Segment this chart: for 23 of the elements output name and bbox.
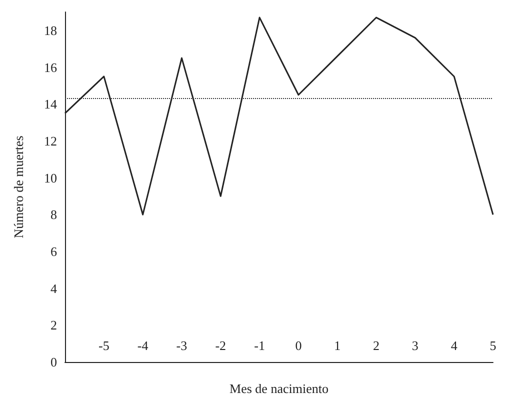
x-tick-label: 2 xyxy=(373,338,380,353)
x-tick-label: -4 xyxy=(137,338,149,353)
y-tick-label: 0 xyxy=(50,354,57,370)
x-tick-label: 0 xyxy=(295,338,302,353)
x-tick-label: -5 xyxy=(98,338,110,353)
x-tick-label: 1 xyxy=(334,338,341,353)
x-tick-label: 4 xyxy=(450,338,458,353)
x-tick-label: -1 xyxy=(254,338,265,353)
x-tick-label: -3 xyxy=(176,338,188,353)
y-tick-label: 2 xyxy=(50,318,57,333)
x-tick-label: -2 xyxy=(215,338,226,353)
y-tick-label: 18 xyxy=(44,22,57,38)
y-tick-label: 10 xyxy=(44,170,57,186)
y-axis-title: Número de muertes xyxy=(11,136,26,238)
x-axis-title: Mes de nacimiento xyxy=(230,381,328,396)
y-tick-label: 6 xyxy=(50,244,58,259)
x-tick-label: 5 xyxy=(490,338,496,353)
y-tick-label: 12 xyxy=(44,133,57,148)
y-tick-label: 14 xyxy=(44,96,58,112)
y-tick-label: 16 xyxy=(44,60,58,75)
x-tick-label: 3 xyxy=(412,338,418,353)
y-tick-label: 4 xyxy=(50,280,58,296)
y-tick-label: 8 xyxy=(50,207,57,222)
